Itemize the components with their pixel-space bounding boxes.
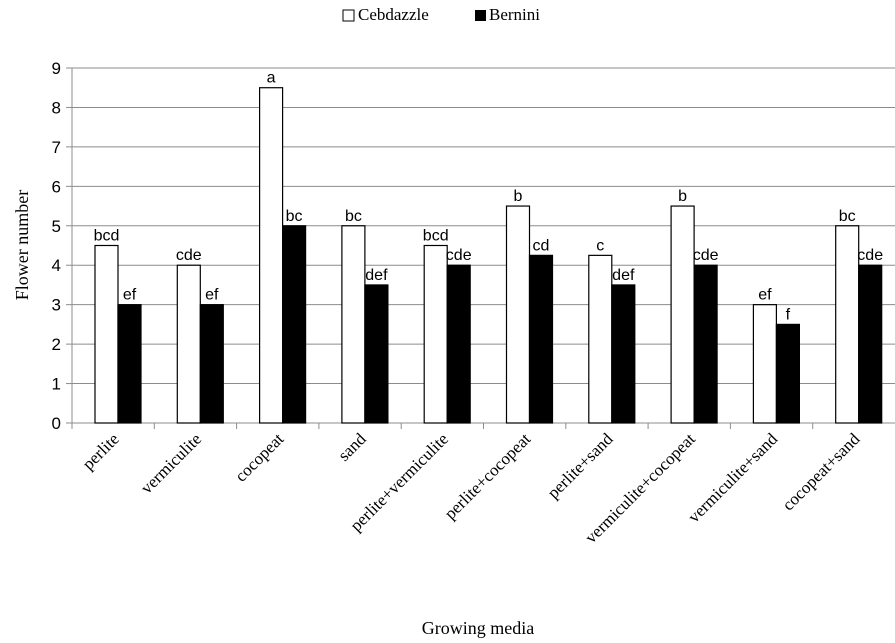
bar-label-bernini-sand: def xyxy=(365,267,388,284)
bar-cebdazzle-vermiculite-sand xyxy=(752,304,778,424)
bar-label-cebdazzle-perlite-vermiculite: bcd xyxy=(423,228,449,245)
bar-bernini-vermiculite xyxy=(199,304,224,424)
bar-label-bernini-vermiculite-cocopeat: cde xyxy=(693,247,719,264)
bar-label-cebdazzle-vermiculite-cocopeat: b xyxy=(678,188,687,205)
x-tick-label: perlite+cocopeat xyxy=(441,429,535,523)
bar-label-bernini-cocopeat-sand: cde xyxy=(857,247,883,264)
bar-bernini-cocopeat xyxy=(282,225,307,424)
legend-swatch-bernini xyxy=(475,10,486,21)
x-tick-labels: perlite vermiculite cocopeat sandperlite+ve… xyxy=(79,429,864,547)
bar-label-bernini-perlite: ef xyxy=(123,287,137,304)
bar-bernini-vermiculite-cocopeat xyxy=(693,264,718,424)
x-tick-label: perlite+sand xyxy=(544,429,617,502)
x-axis-title: Growing media xyxy=(422,618,534,638)
bar-cebdazzle-perlite xyxy=(94,244,119,424)
bar-label-cebdazzle-perlite-cocopeat: b xyxy=(514,188,523,205)
bar-cebdazzle-perlite-sand xyxy=(588,254,613,424)
legend-label-cebdazzle: Cebdazzle xyxy=(358,5,429,24)
y-tick-label: 9 xyxy=(52,59,61,78)
bar-label-bernini-cocopeat: bc xyxy=(286,208,303,225)
bar-bernini-cocopeat-sand xyxy=(858,264,883,424)
bar-label-cebdazzle-sand: bc xyxy=(345,208,362,225)
bar-bernini-vermiculite-sand xyxy=(775,323,801,424)
bar-cebdazzle-vermiculite xyxy=(176,264,201,424)
x-tick-label: vermiculite xyxy=(137,429,205,497)
bar-label-bernini-perlite-vermiculite: cde xyxy=(446,247,472,264)
x-tick-label: cocopeat+sand xyxy=(779,429,864,514)
bar-cebdazzle-vermiculite-cocopeat xyxy=(670,205,695,424)
bar-cebdazzle-cocopeat-sand xyxy=(835,225,860,424)
y-tick-label: 5 xyxy=(52,217,61,236)
y-tick-label: 7 xyxy=(52,138,61,157)
y-tick-label: 0 xyxy=(52,414,61,433)
bar-cebdazzle-sand xyxy=(341,225,366,424)
bar-label-bernini-perlite-cocopeat: cd xyxy=(533,237,550,254)
bar-label-cebdazzle-vermiculite-sand: ef xyxy=(758,287,772,304)
bar-label-cebdazzle-cocopeat: a xyxy=(267,70,276,87)
bars xyxy=(94,87,883,424)
y-tick-labels: 0 1 2 3 4 5 6 7 8 9 xyxy=(52,59,61,433)
bar-label-cebdazzle-perlite: bcd xyxy=(94,228,120,245)
legend-label-bernini: Bernini xyxy=(489,5,540,24)
bar-bernini-perlite-cocopeat xyxy=(528,254,554,424)
x-tick-label: perlite xyxy=(79,429,123,473)
bar-cebdazzle-perlite-vermiculite xyxy=(423,244,448,424)
bar-label-cebdazzle-vermiculite: cde xyxy=(176,247,202,264)
x-tick-label: vermiculite+sand xyxy=(684,429,781,526)
bar-label-cebdazzle-perlite-sand: c xyxy=(596,237,604,254)
bar-bernini-perlite xyxy=(117,304,142,424)
y-tick-label: 1 xyxy=(52,375,61,394)
bar-label-bernini-perlite-sand: def xyxy=(612,267,635,284)
bar-bernini-perlite-sand xyxy=(611,284,636,424)
bar-label-bernini-vermiculite: ef xyxy=(205,287,219,304)
y-tick-label: 4 xyxy=(52,256,61,275)
legend-swatch-cebdazzle xyxy=(342,9,355,22)
y-tick-label: 3 xyxy=(52,296,61,315)
bar-cebdazzle-cocopeat xyxy=(259,87,284,424)
legend: Cebdazzle Bernini xyxy=(342,5,540,24)
bar-bernini-perlite-vermiculite xyxy=(446,264,471,424)
y-tick-label: 8 xyxy=(52,98,61,117)
bar-label-bernini-vermiculite-sand: f xyxy=(786,306,791,323)
x-tick-label: cocopeat xyxy=(231,429,287,485)
bar-cebdazzle-perlite-cocopeat xyxy=(505,205,531,424)
bar-label-cebdazzle-cocopeat-sand: bc xyxy=(839,208,856,225)
x-tick-label: sand xyxy=(334,429,370,465)
bar-bernini-sand xyxy=(364,284,389,424)
y-tick-label: 2 xyxy=(52,335,61,354)
y-axis-title: Flower number xyxy=(12,190,32,300)
y-tick-label: 6 xyxy=(52,177,61,196)
